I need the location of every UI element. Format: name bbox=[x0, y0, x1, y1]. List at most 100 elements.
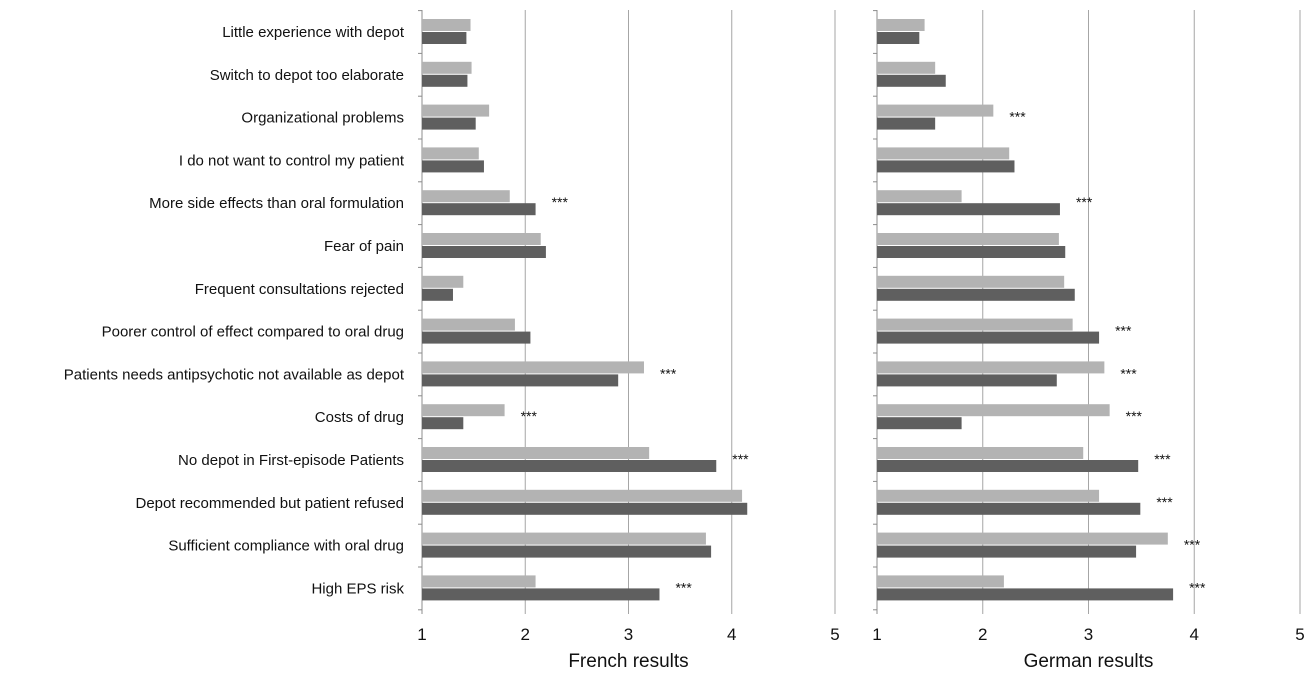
german-bar-series-1 bbox=[877, 275, 1065, 288]
french-x-axis-title: French results bbox=[568, 651, 688, 672]
german-bar-series-1 bbox=[877, 233, 1059, 245]
french-significance-marker: *** bbox=[732, 451, 749, 467]
german-bar-series-1 bbox=[877, 404, 1110, 417]
french-bar-series-1 bbox=[422, 575, 536, 588]
german-significance-marker: *** bbox=[1115, 323, 1132, 339]
german-bar-series-1 bbox=[877, 318, 1073, 331]
french-bar-series-1 bbox=[422, 447, 650, 459]
french-x-tick-label: 5 bbox=[830, 625, 839, 644]
german-bar-series-1 bbox=[877, 489, 1100, 502]
french-bar-series-1 bbox=[422, 147, 479, 160]
german-significance-marker: *** bbox=[1154, 451, 1171, 467]
category-label: Frequent consultations rejected bbox=[195, 281, 404, 298]
german-bar-series-2 bbox=[877, 374, 1057, 387]
french-bar-series-1 bbox=[422, 275, 464, 288]
german-bar-series-1 bbox=[877, 104, 994, 117]
german-x-tick-label: 4 bbox=[1190, 625, 1199, 644]
german-bar-series-2 bbox=[877, 588, 1174, 601]
german-bar-series-1 bbox=[877, 575, 1004, 588]
french-bar-series-1 bbox=[422, 19, 471, 31]
category-label: Costs of drug bbox=[315, 409, 404, 426]
german-significance-marker: *** bbox=[1120, 365, 1137, 381]
category-label: No depot in First-episode Patients bbox=[178, 452, 404, 469]
german-bar-series-2 bbox=[877, 502, 1141, 515]
category-label: Poorer control of effect compared to ora… bbox=[102, 324, 404, 341]
french-bar-series-2 bbox=[422, 417, 464, 430]
category-label: High EPS risk bbox=[311, 580, 404, 597]
category-labels: Little experience with depot Switch to de… bbox=[64, 24, 405, 597]
french-bar-series-1 bbox=[422, 489, 743, 502]
german-x-tick-label: 2 bbox=[978, 625, 987, 644]
french-x-tick-label: 4 bbox=[727, 625, 736, 644]
category-label: Patients needs antipsychotic not availab… bbox=[64, 366, 405, 383]
german-panel: *** *** *** *** *** *** *** *** *** 1 2 3 4 5 German r… bbox=[872, 10, 1305, 672]
german-bar-series-1 bbox=[877, 147, 1010, 160]
french-bar-series-1 bbox=[422, 190, 510, 203]
german-bar-series-2 bbox=[877, 32, 920, 44]
french-bar-series-2 bbox=[422, 374, 619, 387]
category-label: Sufficient compliance with oral drug bbox=[168, 538, 404, 555]
category-label: More side effects than oral formulation bbox=[149, 195, 404, 212]
german-bar-series-1 bbox=[877, 361, 1105, 374]
french-bar-series-2 bbox=[422, 588, 660, 601]
german-bar-series-1 bbox=[877, 61, 936, 74]
french-bar-series-2 bbox=[422, 331, 531, 344]
category-label: Little experience with depot bbox=[222, 24, 405, 41]
french-bar-series-2 bbox=[422, 246, 546, 258]
french-bar-series-2 bbox=[422, 32, 467, 44]
german-bar-series-2 bbox=[877, 203, 1060, 216]
french-bar-series-1 bbox=[422, 318, 515, 331]
french-bar-series-1 bbox=[422, 361, 644, 374]
french-x-tick-label: 3 bbox=[624, 625, 633, 644]
french-bar-series-2 bbox=[422, 74, 468, 87]
category-label: Switch to depot too elaborate bbox=[210, 67, 404, 84]
french-significance-marker: *** bbox=[552, 194, 569, 210]
german-bar-series-1 bbox=[877, 447, 1084, 459]
german-bar-series-2 bbox=[877, 545, 1137, 558]
french-significance-marker: *** bbox=[521, 408, 538, 424]
german-significance-marker: *** bbox=[1189, 579, 1206, 595]
category-label: Fear of pain bbox=[324, 238, 404, 255]
french-bar-series-1 bbox=[422, 532, 706, 545]
german-x-tick-label: 5 bbox=[1295, 625, 1304, 644]
german-significance-marker: *** bbox=[1184, 537, 1201, 553]
french-bar-series-1 bbox=[422, 233, 541, 245]
french-x-tick-label: 1 bbox=[417, 625, 426, 644]
german-x-axis-title: German results bbox=[1024, 651, 1154, 672]
french-significance-marker: *** bbox=[660, 365, 677, 381]
german-significance-marker: *** bbox=[1126, 408, 1143, 424]
french-bar-series-2 bbox=[422, 545, 712, 558]
german-bar-series-2 bbox=[877, 117, 936, 130]
german-significance-marker: *** bbox=[1076, 194, 1093, 210]
french-bar-series-2 bbox=[422, 502, 748, 515]
french-bar-series-2 bbox=[422, 288, 453, 301]
category-label: Depot recommended but patient refused bbox=[136, 495, 405, 512]
german-bar-series-2 bbox=[877, 160, 1015, 173]
french-bar-series-2 bbox=[422, 460, 717, 472]
german-bar-series-1 bbox=[877, 190, 962, 203]
french-bar-series-1 bbox=[422, 404, 505, 417]
french-bar-series-2 bbox=[422, 203, 536, 216]
category-label: I do not want to control my patient bbox=[179, 152, 405, 169]
french-bar-series-1 bbox=[422, 104, 490, 117]
german-significance-marker: *** bbox=[1156, 494, 1173, 510]
french-significance-marker: *** bbox=[675, 579, 692, 595]
german-bar-series-2 bbox=[877, 460, 1139, 472]
german-bar-series-2 bbox=[877, 288, 1075, 301]
german-bar-series-2 bbox=[877, 331, 1100, 344]
french-x-tick-label: 2 bbox=[521, 625, 530, 644]
german-bar-series-1 bbox=[877, 19, 925, 31]
german-significance-marker: *** bbox=[1009, 109, 1026, 125]
german-bar-series-2 bbox=[877, 246, 1066, 258]
german-x-tick-label: 3 bbox=[1084, 625, 1093, 644]
french-bar-series-2 bbox=[422, 117, 476, 130]
german-bar-series-1 bbox=[877, 532, 1168, 545]
french-bar-series-1 bbox=[422, 61, 472, 74]
category-label: Organizational problems bbox=[241, 110, 404, 127]
german-bar-series-2 bbox=[877, 417, 962, 430]
french-bar-series-2 bbox=[422, 160, 484, 173]
german-bar-series-2 bbox=[877, 74, 946, 87]
german-x-tick-label: 1 bbox=[872, 625, 881, 644]
french-panel: *** *** *** *** *** 1 2 3 4 5 French results bbox=[417, 10, 840, 672]
